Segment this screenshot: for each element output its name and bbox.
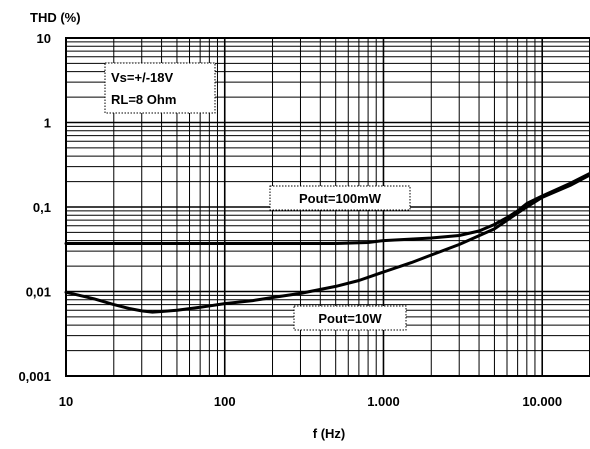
x-tick-label: 1.000 (367, 394, 400, 409)
y-tick-label: 0,01 (26, 285, 51, 300)
y-tick-label: 1 (44, 116, 51, 131)
x-tick-label: 100 (214, 394, 236, 409)
y-axis-title: THD (%) (30, 10, 81, 25)
y-tick-label: 0,001 (18, 369, 51, 384)
x-axis-title: f (Hz) (313, 426, 346, 441)
tick-layer: 10 100 1.000 10.000 10 1 0,1 0,01 0,001 (18, 31, 562, 409)
conditions-box-bg (104, 62, 216, 114)
label-pout-100mw: Pout=100mW (269, 185, 411, 211)
series-line-pout-100mw (64, 171, 590, 245)
plot-frame (65, 37, 590, 377)
label-pout-10w-bg (293, 305, 407, 331)
conditions-box: Vs=+/-18V RL=8 Ohm (104, 62, 216, 114)
series-line-pout-10w (64, 173, 590, 314)
label-pout-100mw-text: Pout=100mW (299, 191, 382, 206)
y-tick-label: 0,1 (33, 200, 51, 215)
label-pout-10w-text: Pout=10W (318, 311, 382, 326)
x-tick-label: 10 (59, 394, 73, 409)
x-tick-label: 10.000 (522, 394, 562, 409)
label-pout-10w: Pout=10W (293, 305, 407, 331)
condition-rl: RL=8 Ohm (111, 92, 176, 107)
condition-vs: Vs=+/-18V (111, 70, 173, 85)
y-tick-label: 10 (37, 31, 51, 46)
series-layer (64, 171, 590, 314)
label-pout-100mw-bg (269, 185, 411, 211)
